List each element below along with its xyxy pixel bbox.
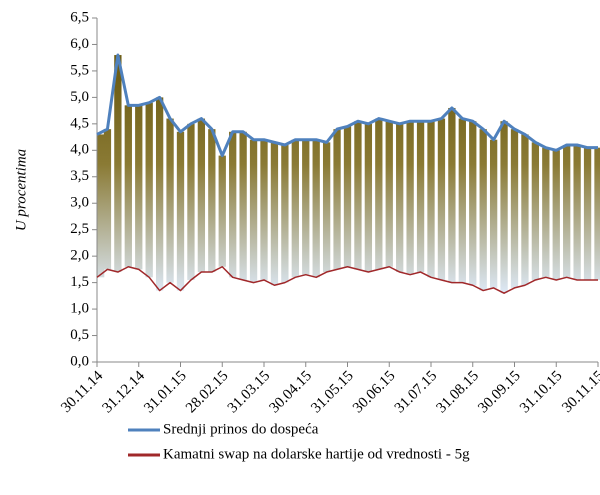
spread-bar (103, 129, 112, 270)
spread-bar (375, 118, 383, 270)
series-line (96, 53, 598, 158)
spread-bar (312, 139, 320, 278)
y-tick-label: 1,0 (70, 301, 89, 317)
x-tick-label: 31.08.15 (434, 368, 482, 416)
y-tick-label: 6,5 (70, 9, 89, 25)
x-tick-label: 31.05.15 (308, 368, 356, 416)
spread-bar (239, 131, 247, 280)
y-tick-label: 4,0 (70, 142, 89, 158)
spread-bar (448, 107, 456, 283)
spread-bar (114, 55, 122, 273)
y-tick-label: 3,0 (70, 195, 89, 211)
spread-bar (563, 145, 571, 278)
spread-bar (364, 123, 373, 273)
y-tick-label: 0,0 (70, 353, 89, 369)
x-tick-label: 30.09.15 (475, 368, 523, 416)
x-tick-label: 31.10.15 (517, 368, 565, 416)
spread-bar (166, 118, 174, 283)
spread-bar (406, 121, 414, 275)
spread-bar (542, 147, 550, 278)
spread-bar (437, 118, 446, 280)
spread-bar (594, 147, 600, 280)
spread-bar (521, 134, 529, 286)
spread-bar (531, 142, 540, 280)
x-tick-label: 31.03.15 (225, 368, 273, 416)
x-tick-label: 30.11.15 (559, 368, 600, 416)
spread-bar (187, 123, 195, 280)
spread-bar (155, 97, 164, 291)
spread-bar (510, 129, 519, 288)
spread-bar (208, 129, 216, 273)
spread-bar (135, 105, 143, 270)
y-axis-label: U procentima (13, 149, 29, 231)
y-tick-label: 4,5 (70, 115, 89, 131)
spread-bar (145, 102, 153, 278)
spread-bar (458, 118, 466, 283)
y-tick-label: 1,5 (70, 274, 89, 290)
spread-bar (583, 147, 592, 280)
y-tick-label: 5,0 (70, 89, 89, 105)
spread-bar (302, 139, 310, 275)
x-tick-label: 30.04.15 (267, 368, 315, 416)
spread-bar (385, 121, 393, 267)
x-tick-label: 31.12.14 (100, 368, 149, 417)
y-tick-label: 3,5 (70, 168, 89, 184)
x-tick-label: 31.01.15 (141, 368, 189, 416)
spread-bar (489, 139, 498, 288)
spread-bar (229, 131, 237, 278)
spread-bar (354, 121, 362, 270)
spread-bar (291, 139, 299, 278)
y-tick-label: 0,5 (70, 327, 89, 343)
spread-bar (469, 121, 477, 286)
x-tick-label: 30.06.15 (350, 368, 398, 416)
spread-bar (249, 139, 258, 283)
y-tick-label: 2,0 (70, 248, 89, 264)
spread-bar (500, 121, 508, 294)
spread-bar (479, 129, 487, 291)
spread-bar (281, 145, 289, 283)
spread-bar (97, 134, 105, 278)
spread-bar (270, 142, 279, 286)
legend-label: Kamatni swap na dolarske hartije od vred… (163, 446, 470, 462)
spread-bar (218, 155, 226, 267)
x-tick-label: 28.02.15 (183, 368, 231, 416)
spread-bar (322, 142, 331, 273)
spread-bar (416, 121, 425, 273)
spread-bar (396, 123, 404, 273)
y-tick-label: 6,0 (70, 36, 89, 52)
x-tick-label: 31.07.15 (392, 368, 440, 416)
y-tick-label: 5,5 (70, 62, 89, 78)
spread-bar (197, 118, 206, 273)
spread-bar (573, 145, 581, 280)
spread-bar (333, 129, 341, 270)
spread-bar (343, 126, 352, 267)
spread-bar (176, 131, 185, 291)
spread-bar (124, 105, 132, 267)
spread-bar (260, 139, 268, 280)
x-tick-label: 30.11.14 (58, 368, 106, 416)
spread-bar (427, 121, 435, 278)
series-line (96, 265, 598, 294)
legend-label: Srednji prinos do dospeća (163, 421, 319, 437)
y-tick-label: 2,5 (70, 221, 89, 237)
spread-bar (552, 150, 560, 280)
